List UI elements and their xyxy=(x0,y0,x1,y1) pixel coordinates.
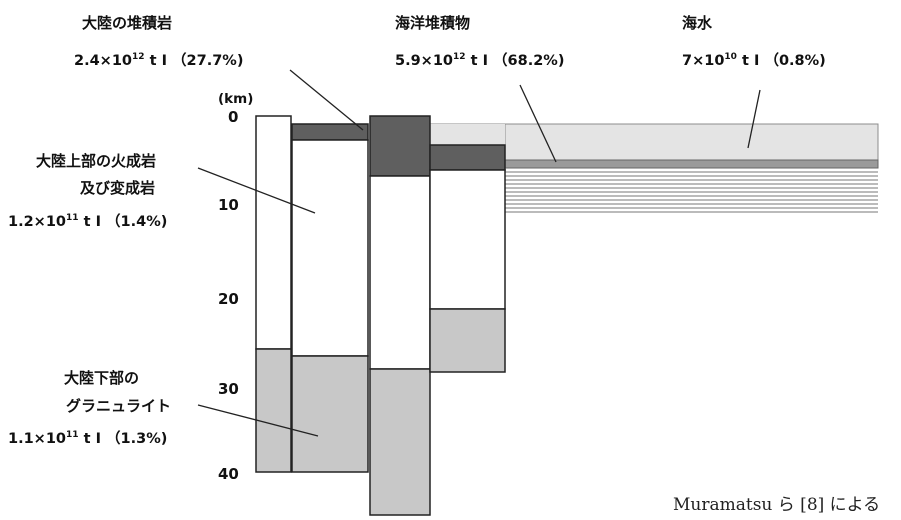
source-credit: Muramatsu ら [8] による xyxy=(673,495,881,515)
amount-base: 1.2×10 xyxy=(8,214,67,230)
axis-tick-0: 0 xyxy=(228,108,239,126)
amount-base: 7×10 xyxy=(682,53,725,69)
axis-tick-40: 40 xyxy=(218,465,239,483)
column1-lower xyxy=(255,348,292,473)
amount-base: 5.9×10 xyxy=(395,53,454,69)
leader-seawater xyxy=(747,89,761,149)
lower-crust-title-line2: グラニュライト xyxy=(66,397,172,415)
axis-unit: (km) xyxy=(218,91,254,107)
upper-crust-amount: 1.2×1011 t I （1.4%) xyxy=(8,210,167,231)
seawater-band xyxy=(504,123,879,161)
column4-lower xyxy=(429,308,506,373)
column4-sediment xyxy=(429,144,506,171)
leader-ocean-sediment xyxy=(519,84,557,163)
amount-exponent: 11 xyxy=(66,213,79,223)
amount-exponent: 12 xyxy=(453,52,466,62)
amount-base: 1.1×10 xyxy=(8,431,67,447)
axis-tick-10: 10 xyxy=(218,196,239,214)
seawater-amount: 7×1010 t I （0.8%) xyxy=(682,49,826,70)
amount-exponent: 11 xyxy=(66,430,79,440)
leader-lines xyxy=(197,69,761,437)
ocean-sediment-amount: 5.9×1012 t I （68.2%) xyxy=(395,49,564,70)
column3-upper xyxy=(369,175,431,370)
amount-rest: t I （1.3%) xyxy=(83,431,168,447)
axis-tick-30: 30 xyxy=(218,380,239,398)
amount-rest: t I （0.8%) xyxy=(742,53,826,69)
upper-crust-title-line1: 大陸上部の火成岩 xyxy=(36,152,157,170)
column2-upper xyxy=(291,139,369,357)
amount-exponent: 12 xyxy=(132,52,145,62)
ocean-sediment-title: 海洋堆積物 xyxy=(395,14,471,32)
column4-upper xyxy=(429,169,506,310)
leader-upper-crust xyxy=(197,167,316,214)
upper-crust-title-line2: 及び変成岩 xyxy=(80,179,156,197)
seawater-shallow xyxy=(430,124,505,145)
amount-rest: t I （27.7%) xyxy=(149,53,244,69)
leader-lower-crust xyxy=(197,404,319,437)
oceanic-crust-lines xyxy=(505,171,878,213)
continental-sediment-amount: 2.4×1012 t I （27.7%) xyxy=(74,49,243,70)
axis-tick-20: 20 xyxy=(218,290,239,308)
column2-lower xyxy=(291,355,369,473)
amount-rest: t I （1.4%) xyxy=(83,214,168,230)
amount-rest: t I （68.2%) xyxy=(470,53,565,69)
ocean-sediment-band xyxy=(504,159,879,169)
leader-continental-sediment xyxy=(289,69,364,131)
column3-sediment xyxy=(369,115,431,177)
seawater-title: 海水 xyxy=(682,14,713,32)
lower-crust-amount: 1.1×1011 t I （1.3%) xyxy=(8,427,167,448)
continental-sediment-title: 大陸の堆積岩 xyxy=(82,14,173,32)
amount-base: 2.4×10 xyxy=(74,53,133,69)
lower-crust-title-line1: 大陸下部の xyxy=(64,369,140,387)
column3-lower xyxy=(369,368,431,516)
column2-sediment xyxy=(291,123,369,141)
column1-upper xyxy=(255,115,292,350)
amount-exponent: 10 xyxy=(724,52,737,62)
